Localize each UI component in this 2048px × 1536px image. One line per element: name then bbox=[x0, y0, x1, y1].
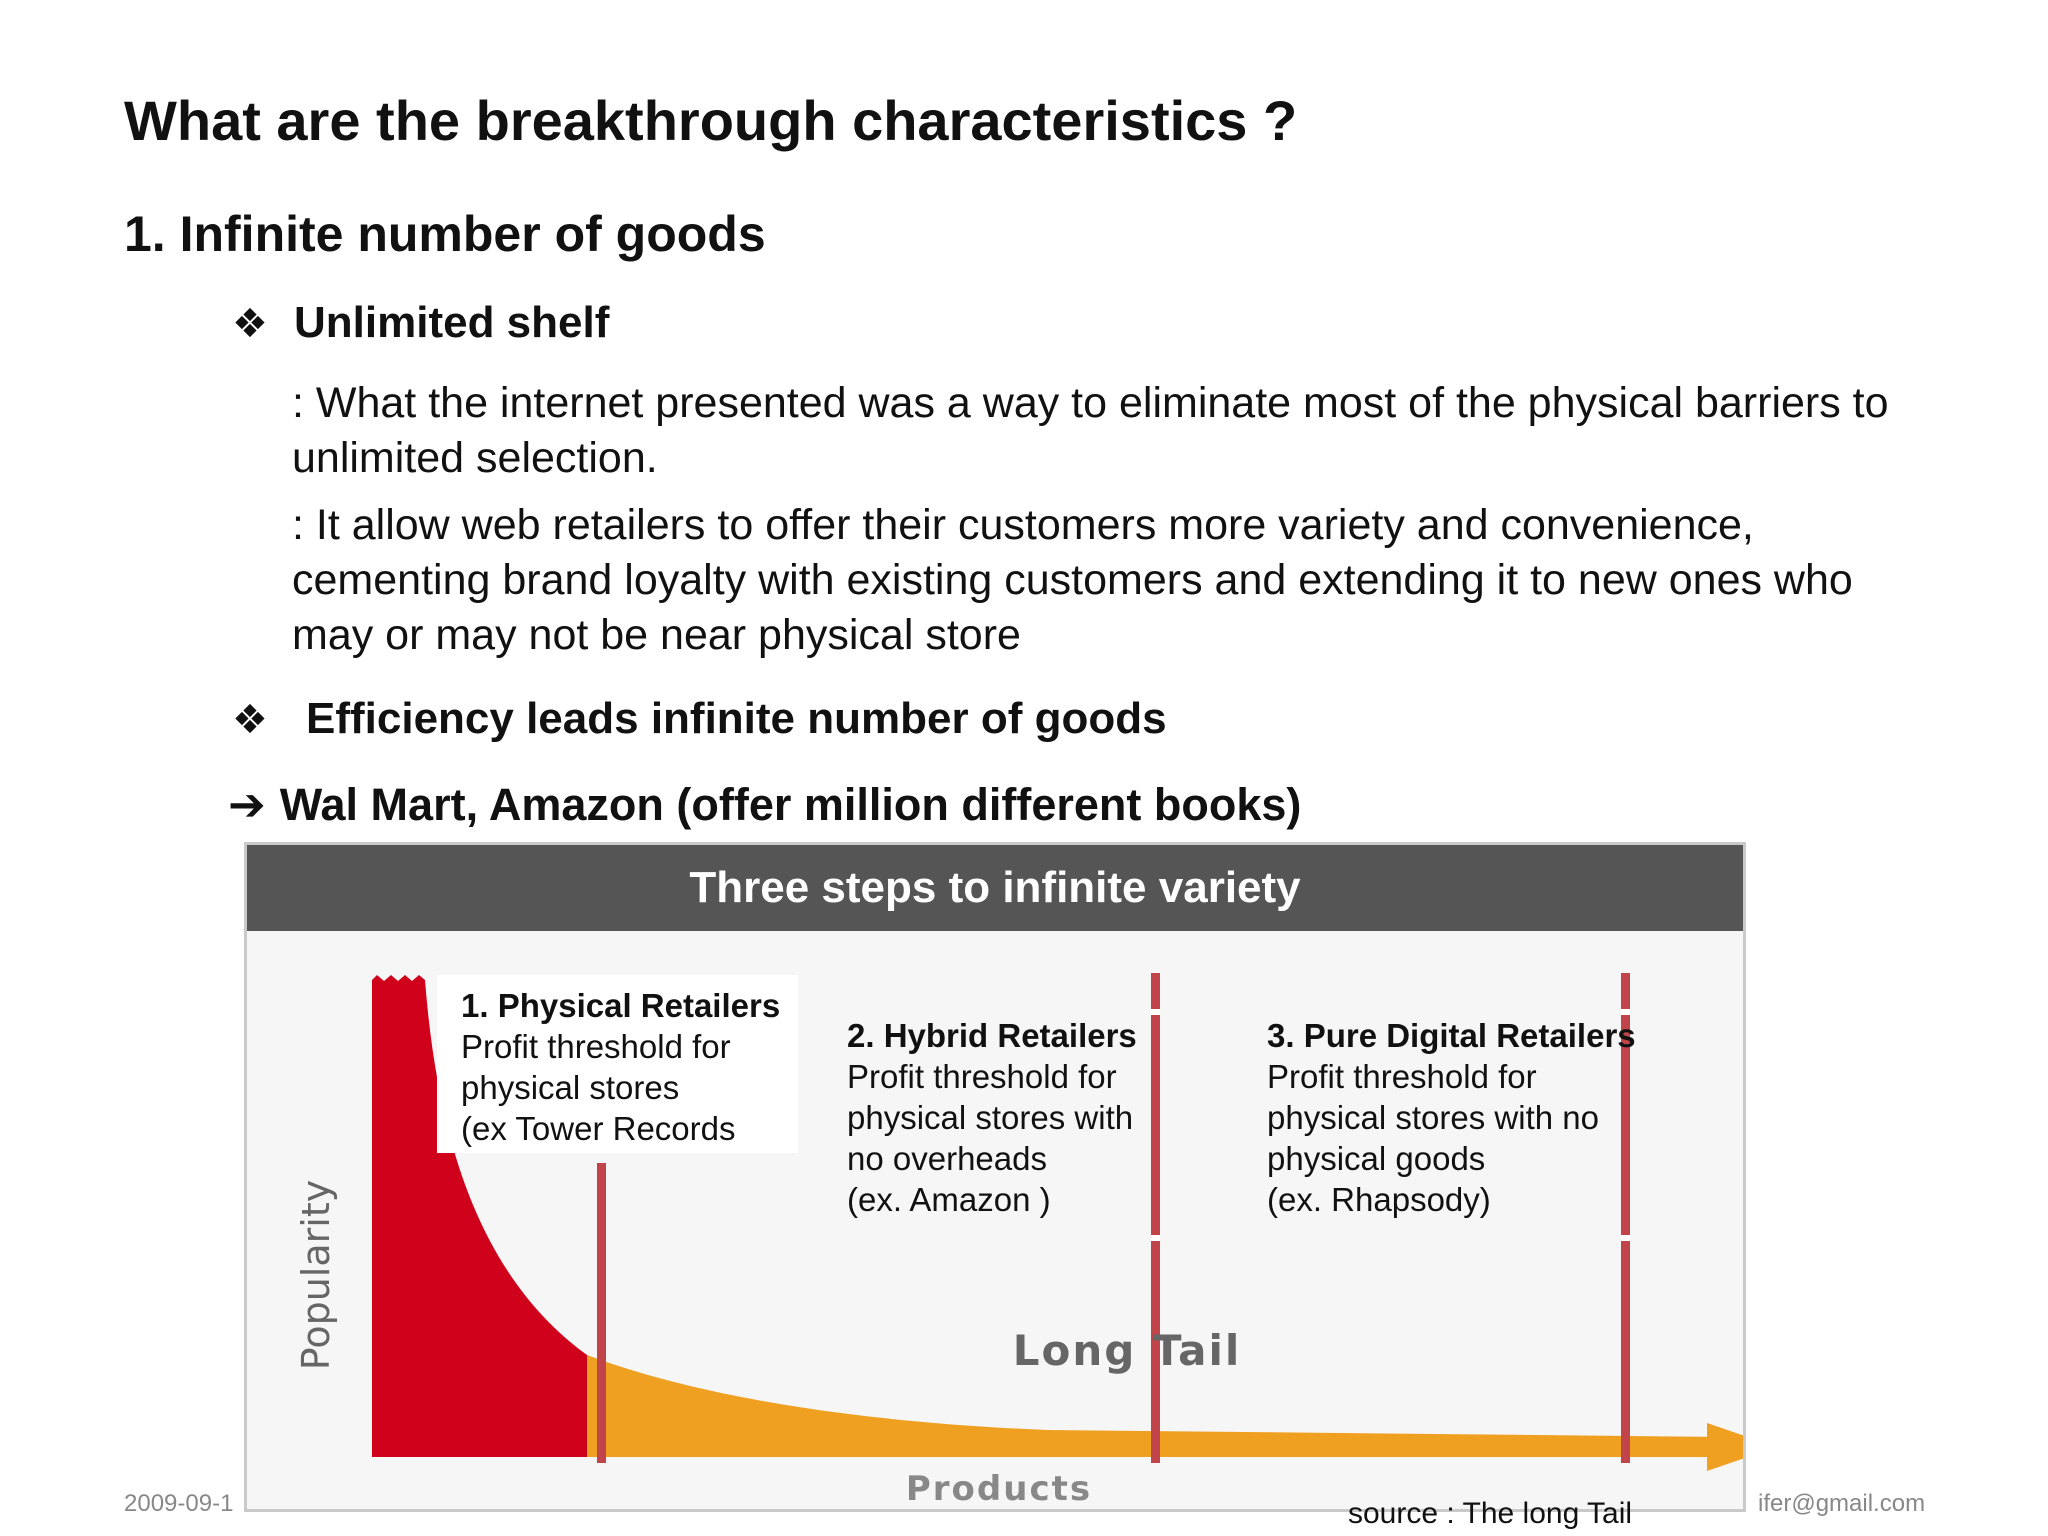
footer-date: 2009-09-1 bbox=[124, 1490, 234, 1517]
diamond-bullet-icon: ❖ bbox=[232, 302, 268, 346]
panel-heading: 2. Hybrid Retailers bbox=[847, 1017, 1137, 1054]
threshold-line-1 bbox=[597, 1163, 606, 1463]
right-arrow-icon: ➔ bbox=[228, 779, 266, 830]
source-caption: source : The long Tail bbox=[1348, 1497, 1633, 1530]
y-axis-label: Popularity bbox=[294, 1180, 338, 1370]
panel-line: Profit threshold for bbox=[1267, 1058, 1537, 1095]
panel-physical-retailers: 1. Physical Retailers Profit threshold f… bbox=[437, 975, 799, 1153]
panel-line: no overheads bbox=[847, 1140, 1047, 1177]
footer-email: ifer@gmail.com bbox=[1758, 1490, 1926, 1517]
diamond-bullet-icon: ❖ bbox=[232, 698, 268, 742]
panel-line: physical goods bbox=[1267, 1140, 1486, 1177]
bullet-efficiency: ❖ Efficiency leads infinite number of goo… bbox=[232, 694, 1167, 744]
panel-line: Profit threshold for bbox=[847, 1058, 1117, 1095]
panel-heading: 3. Pure Digital Retailers bbox=[1267, 1017, 1636, 1054]
section-heading: 1. Infinite number of goods bbox=[124, 206, 766, 262]
paragraph-2: : It allow web retailers to offer their … bbox=[292, 501, 1853, 659]
head-area bbox=[372, 975, 587, 1457]
tail-area bbox=[587, 1355, 1727, 1457]
threshold-line-3 bbox=[1621, 973, 1630, 1463]
arrow-example-line: ➔ Wal Mart, Amazon (offer million differe… bbox=[228, 778, 1301, 831]
panel-line: physical stores bbox=[461, 1069, 680, 1106]
x-axis-label: Products bbox=[906, 1469, 1092, 1509]
panel-line: physical stores with bbox=[847, 1099, 1134, 1136]
panel-line: (ex. Amazon ) bbox=[847, 1181, 1051, 1218]
panel-pure-digital-retailers: 3. Pure Digital Retailers Profit thresho… bbox=[1267, 1015, 1636, 1220]
curve-label: Long Tail bbox=[1013, 1326, 1242, 1375]
slide-title: What are the breakthrough characteristic… bbox=[124, 89, 1298, 152]
figure-header: Three steps to infinite variety bbox=[247, 845, 1743, 931]
long-tail-figure: Popularity Long Tail Products Three step… bbox=[244, 842, 1746, 1512]
panel-heading: 1. Physical Retailers bbox=[461, 987, 781, 1024]
panel-line: (ex. Rhapsody) bbox=[1267, 1181, 1491, 1218]
bullet-label: Efficiency leads infinite number of good… bbox=[306, 694, 1167, 743]
bullet-unlimited-shelf: ❖ Unlimited shelf bbox=[232, 298, 609, 348]
panel-hybrid-retailers: 2. Hybrid Retailers Profit threshold for… bbox=[847, 1015, 1137, 1220]
paragraph-1: : What the internet presented was a way … bbox=[292, 379, 1889, 482]
threshold-line-2 bbox=[1151, 973, 1160, 1463]
bullet-label: Unlimited shelf bbox=[294, 298, 610, 347]
panel-line: Profit threshold for bbox=[461, 1028, 731, 1065]
axis-arrow-icon bbox=[1707, 1423, 1743, 1471]
panel-line: (ex Tower Records bbox=[461, 1110, 736, 1147]
panel-line: physical stores with no bbox=[1267, 1099, 1599, 1136]
arrow-line-label: Wal Mart, Amazon (offer million differen… bbox=[279, 779, 1302, 830]
long-tail-chart: Popularity Long Tail Products bbox=[294, 973, 1743, 1509]
